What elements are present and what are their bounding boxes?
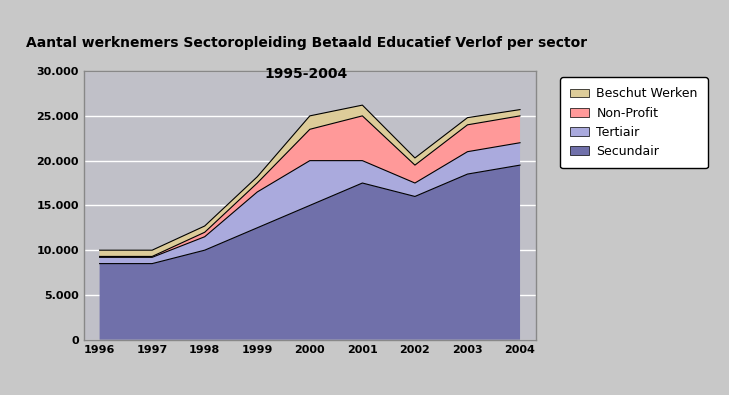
Text: 1995-2004: 1995-2004 <box>265 67 348 81</box>
Legend: Beschut Werken, Non-Profit, Tertiair, Secundair: Beschut Werken, Non-Profit, Tertiair, Se… <box>560 77 708 168</box>
Text: Aantal werknemers Sectoropleiding Betaald Educatief Verlof per sector: Aantal werknemers Sectoropleiding Betaal… <box>26 36 587 49</box>
